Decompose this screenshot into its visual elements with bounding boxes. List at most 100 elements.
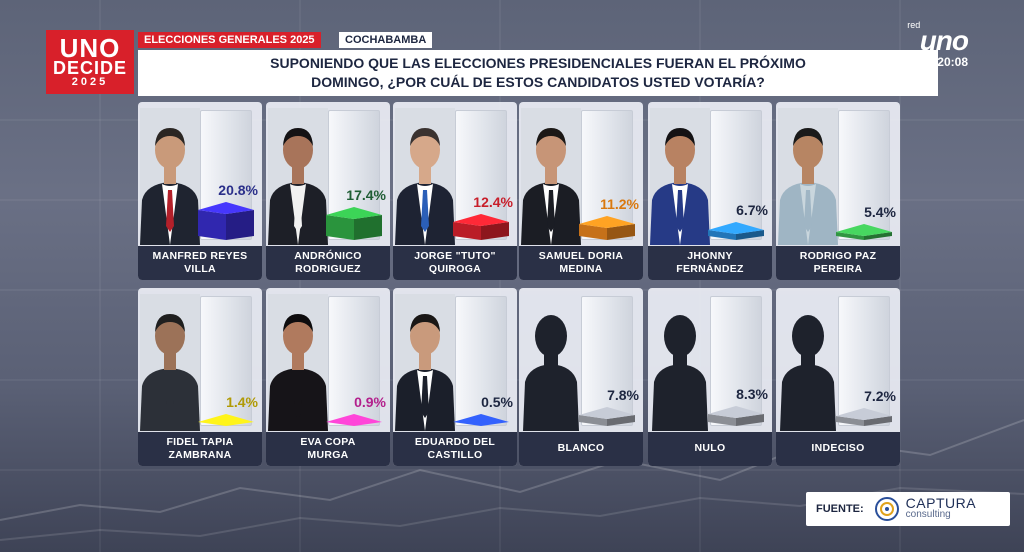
silhouette-icon	[652, 315, 708, 431]
result-card: 0.9% EVA COPA MURGA	[266, 288, 390, 466]
candidate-name: EDUARDO DEL CASTILLO	[393, 432, 517, 466]
candidate-photo	[140, 108, 200, 245]
result-card: 6.7% JHONNY FERNÁNDEZ	[648, 102, 772, 280]
candidate-photo	[268, 294, 328, 431]
result-card: 0.5% EDUARDO DEL CASTILLO	[393, 288, 517, 466]
candidate-name: BLANCO	[519, 432, 643, 466]
logo-line-3: 2025	[71, 75, 109, 88]
candidate-name: NULO	[648, 432, 772, 466]
candidate-name-line-2: ZAMBRANA	[168, 449, 232, 461]
candidate-name-line-2: VILLA	[184, 263, 216, 275]
candidate-name-line-2: PEREIRA	[813, 263, 863, 275]
result-card: 11.2% SAMUEL DORIA MEDINA	[519, 102, 643, 280]
bar-column	[838, 110, 890, 240]
channel-small-label: red	[907, 20, 921, 30]
value-bar	[198, 202, 254, 240]
percentage-label: 1.4%	[226, 394, 258, 410]
percentage-label: 0.5%	[481, 394, 513, 410]
candidate-photo	[395, 294, 455, 431]
candidate-name-line-2: FERNÁNDEZ	[676, 263, 744, 275]
bar-column	[581, 296, 633, 426]
candidate-name-line-1: NULO	[694, 442, 726, 454]
result-card: 7.2% INDECISO	[776, 288, 900, 466]
election-tag: ELECCIONES GENERALES 2025	[138, 32, 321, 48]
candidate-name-line-1: ANDRÓNICO	[294, 250, 362, 262]
candidate-name-line-2: QUIROGA	[428, 263, 482, 275]
value-bar	[198, 414, 254, 426]
candidate-name: JORGE "TUTO" QUIROGA	[393, 246, 517, 280]
bar-column	[710, 110, 762, 240]
result-card: 12.4% JORGE "TUTO" QUIROGA	[393, 102, 517, 280]
candidate-name-line-1: SAMUEL DORIA	[538, 250, 624, 262]
percentage-label: 17.4%	[346, 187, 386, 203]
question-line-1: SUPONIENDO QUE LAS ELECCIONES PRESIDENCI…	[270, 55, 806, 71]
candidate-name: SAMUEL DORIA MEDINA	[519, 246, 643, 280]
candidate-name-line-1: FIDEL TAPIA	[166, 436, 234, 448]
source-brand-name: CAPTURA	[905, 495, 977, 511]
candidate-photo	[650, 108, 710, 245]
percentage-label: 8.3%	[736, 386, 768, 402]
source-brand: CAPTURA consulting	[905, 495, 977, 521]
silhouette-icon	[780, 315, 836, 431]
bar-column	[838, 296, 890, 426]
percentage-label: 7.2%	[864, 388, 896, 404]
candidate-name-line-1: JHONNY	[687, 250, 733, 262]
candidate-name-line-1: MANFRED REYES	[152, 250, 248, 262]
percentage-label: 6.7%	[736, 202, 768, 218]
value-bar	[326, 414, 382, 426]
candidate-name: ANDRÓNICO RODRIGUEZ	[266, 246, 390, 280]
candidate-photo	[521, 108, 581, 245]
value-bar	[579, 216, 635, 240]
bar-column	[328, 296, 380, 426]
value-bar	[453, 414, 509, 426]
channel-bug: red uno VIVO 20:08	[905, 20, 969, 69]
captura-logo-icon	[874, 497, 899, 521]
candidate-name: JHONNY FERNÁNDEZ	[648, 246, 772, 280]
value-bar	[326, 207, 382, 240]
candidate-name-line-1: RODRIGO PAZ	[799, 250, 877, 262]
channel-logo: uno	[919, 25, 969, 56]
value-bar	[836, 408, 892, 426]
result-card: 5.4% RODRIGO PAZ PEREIRA	[776, 102, 900, 280]
candidate-name: FIDEL TAPIA ZAMBRANA	[138, 432, 262, 466]
candidate-name-line-2: RODRIGUEZ	[295, 263, 361, 275]
value-bar	[708, 222, 764, 240]
result-card: 1.4% FIDEL TAPIA ZAMBRANA	[138, 288, 262, 466]
value-bar	[579, 407, 635, 426]
candidate-name-line-1: BLANCO	[557, 442, 605, 454]
percentage-label: 20.8%	[218, 182, 258, 198]
value-bar	[453, 214, 509, 240]
percentage-label: 5.4%	[864, 204, 896, 220]
candidate-name-line-2: MEDINA	[559, 263, 603, 275]
candidate-name-line-1: INDECISO	[811, 442, 865, 454]
silhouette-icon	[523, 315, 579, 431]
candidate-photo	[268, 108, 328, 245]
result-card: 7.8% BLANCO	[519, 288, 643, 466]
candidate-name: EVA COPA MURGA	[266, 432, 390, 466]
uno-decide-logo: UNO DECIDE 2025	[46, 30, 134, 94]
candidate-name-line-1: EVA COPA	[300, 436, 356, 448]
candidate-name-line-2: CASTILLO	[427, 449, 483, 461]
percentage-label: 7.8%	[607, 387, 639, 403]
survey-question: SUPONIENDO QUE LAS ELECCIONES PRESIDENCI…	[138, 50, 938, 96]
candidate-name: INDECISO	[776, 432, 900, 466]
logo-line-2: DECIDE	[52, 57, 127, 78]
value-bar	[708, 406, 764, 426]
candidate-name: MANFRED REYES VILLA	[138, 246, 262, 280]
value-bar	[836, 224, 892, 240]
candidate-photo	[778, 108, 838, 245]
city-tag: COCHABAMBA	[339, 32, 433, 48]
percentage-label: 12.4%	[473, 194, 513, 210]
question-line-2: DOMINGO, ¿POR CUÁL DE ESTOS CANDIDATOS U…	[311, 74, 765, 90]
result-card: 8.3% NULO	[648, 288, 772, 466]
logo-line-1: UNO	[59, 32, 121, 63]
percentage-label: 0.9%	[354, 394, 386, 410]
percentage-label: 11.2%	[600, 196, 639, 212]
candidate-photo	[395, 108, 455, 245]
source-brand-sub: consulting	[905, 509, 951, 520]
candidate-name-line-1: EDUARDO DEL	[414, 436, 496, 448]
source-box: FUENTE: CAPTURA consulting	[806, 492, 1010, 526]
live-indicator: VIVO 20:08	[905, 55, 968, 69]
result-card: 20.8% MANFRED REYES VILLA	[138, 102, 262, 280]
candidate-name-line-1: JORGE "TUTO"	[414, 250, 496, 262]
